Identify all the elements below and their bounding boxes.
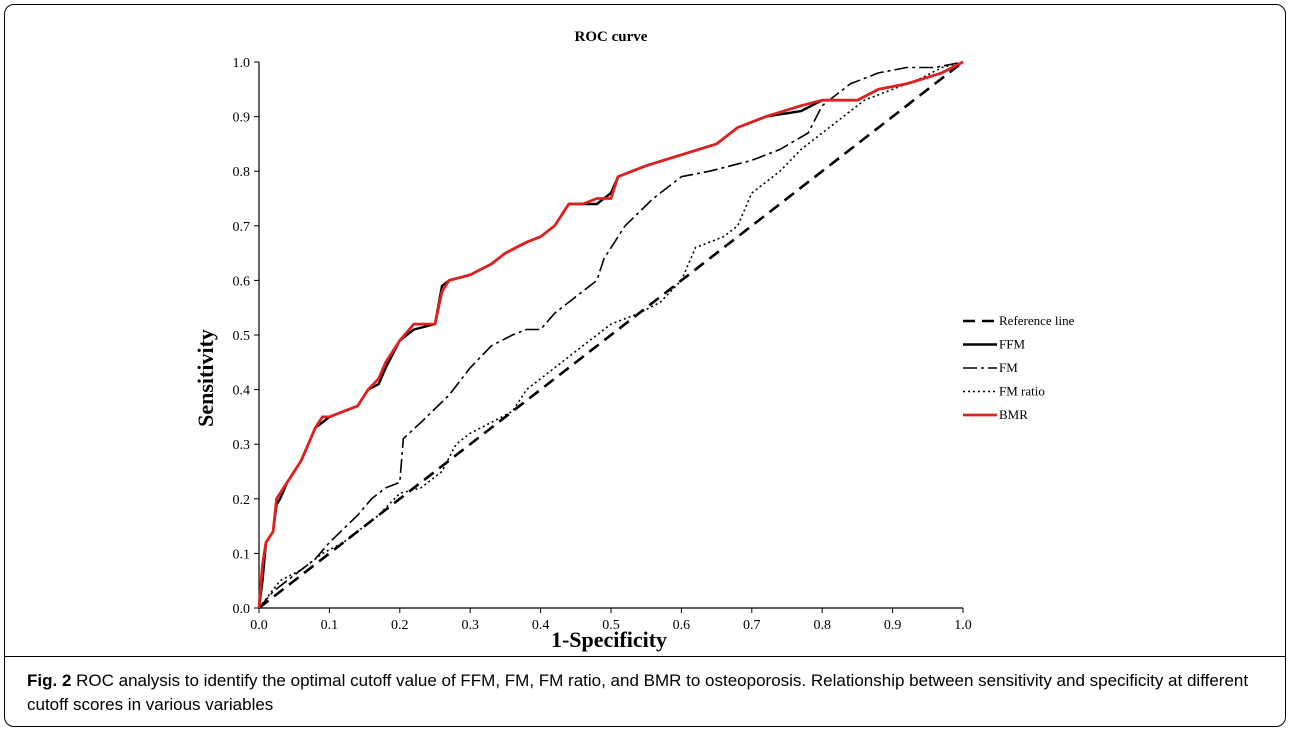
x-axis-label: 1-Specificity [551, 627, 667, 652]
legend-label-bmr: BMR [999, 407, 1028, 422]
roc-chart: ROC curve 0.0 0.1 0.2 0.3 0.4 0.5 0.6 0.7 0.8 0.9… [193, 29, 1075, 652]
legend-label-fm-ratio: FM ratio [999, 384, 1045, 399]
y-tick-label: 0.1 [233, 547, 251, 562]
y-tick-label: 0.7 [233, 220, 251, 235]
caption-label: Fig. 2 [27, 671, 72, 690]
figure-caption: Fig. 2 ROC analysis to identify the opti… [27, 669, 1267, 717]
series-reference-line-line [258, 60, 964, 610]
caption-divider [5, 656, 1285, 657]
chart-title: ROC curve [575, 29, 648, 45]
x-tick-label: 0.4 [532, 618, 550, 633]
legend: Reference line FFM FM FM ratio BMR [963, 313, 1075, 422]
legend-label-reference-line: Reference line [999, 313, 1075, 328]
caption-text: ROC analysis to identify the optimal cut… [27, 671, 1249, 714]
y-tick-label: 0.3 [233, 438, 251, 453]
y-tick-label: 0.9 [233, 111, 251, 126]
x-tick-label: 0.1 [321, 618, 339, 633]
y-tick-label: 0.5 [233, 329, 251, 344]
x-tick-label: 0.0 [250, 618, 268, 633]
series-fm-ratio-line [258, 61, 964, 609]
y-tick-label: 0.8 [233, 165, 251, 180]
x-tick-label: 0.7 [743, 618, 761, 633]
y-tick-label: 0.2 [233, 493, 251, 508]
series-bmr-line [257, 60, 964, 609]
x-tick-label: 0.9 [884, 618, 902, 633]
axes: 0.0 0.1 0.2 0.3 0.4 0.5 0.6 0.7 0.8 0.9 1.0 0.0 0.1 0… [233, 56, 972, 633]
x-tick-label: 0.8 [813, 618, 831, 633]
y-axis-label: Sensitivity [193, 329, 218, 427]
y-tick-label: 1.0 [233, 56, 251, 71]
series-layer [257, 60, 964, 610]
y-tick-label: 0.4 [233, 384, 251, 399]
legend-label-ffm: FFM [999, 337, 1025, 352]
x-tick-label: 0.3 [461, 618, 479, 633]
figure-frame: ROC curve 0.0 0.1 0.2 0.3 0.4 0.5 0.6 0.7 0.8 0.9… [4, 4, 1286, 727]
y-tick-label: 0.6 [233, 274, 251, 289]
x-tick-label: 1.0 [954, 618, 972, 633]
x-tick-label: 0.6 [673, 618, 691, 633]
legend-label-fm: FM [999, 360, 1018, 375]
x-tick-label: 0.5 [602, 618, 620, 633]
series-fm-line [258, 61, 964, 609]
x-tick-label: 0.2 [391, 618, 409, 633]
y-tick-label: 0.0 [233, 602, 251, 617]
